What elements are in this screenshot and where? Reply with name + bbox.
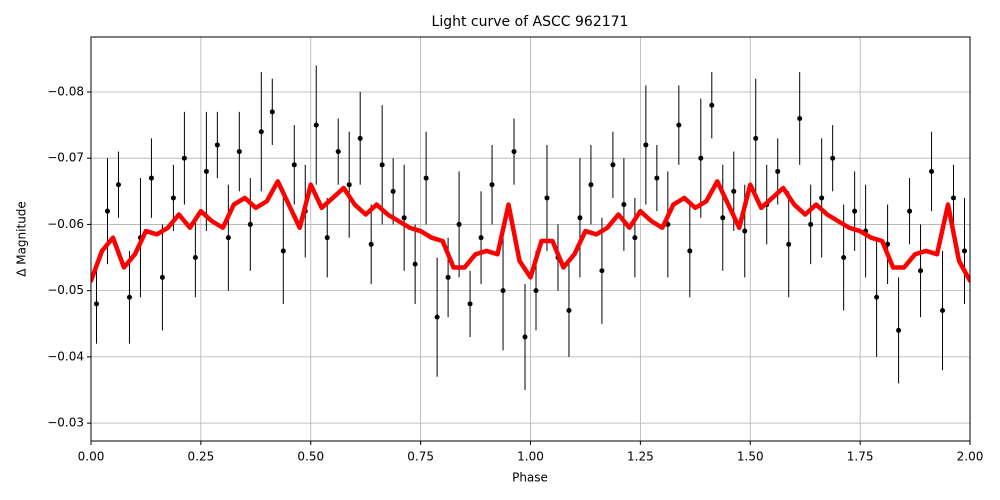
data-point	[577, 215, 583, 221]
y-tick-label: −0.07	[47, 151, 84, 165]
data-point	[269, 109, 275, 115]
data-point	[467, 301, 473, 307]
y-tick-label: −0.05	[47, 283, 84, 297]
data-point	[951, 195, 957, 201]
data-point	[610, 162, 616, 168]
data-point	[148, 175, 154, 181]
data-point	[797, 115, 803, 121]
data-point	[390, 188, 396, 194]
y-tick-label: −0.08	[47, 84, 84, 98]
data-point	[929, 168, 935, 174]
x-axis-label: Phase	[512, 471, 548, 485]
data-point	[324, 235, 330, 241]
data-point	[313, 122, 319, 128]
data-point	[654, 175, 660, 181]
data-point	[566, 308, 572, 314]
data-point	[599, 268, 605, 274]
data-point	[731, 188, 737, 194]
data-point	[687, 248, 693, 254]
data-point	[93, 301, 99, 307]
data-point	[379, 162, 385, 168]
data-point	[115, 182, 121, 188]
x-tick-label: 0.00	[78, 450, 105, 464]
data-point	[291, 162, 297, 168]
ticks: 0.00 0.25 0.50 0.75 1.00 1.25 1.50 1.75 2.00 −0.0…	[47, 84, 983, 463]
data-point	[621, 202, 627, 208]
plot-area	[91, 65, 970, 391]
data-point	[203, 168, 209, 174]
data-point	[753, 135, 759, 141]
data-point	[126, 294, 132, 300]
data-point	[434, 314, 440, 320]
data-point	[478, 235, 484, 241]
x-tick-label: 1.00	[517, 450, 544, 464]
x-tick-label: 0.25	[188, 450, 215, 464]
data-point	[852, 208, 858, 214]
data-point	[192, 255, 198, 261]
data-point	[709, 102, 715, 108]
smoothed-line	[91, 179, 970, 283]
data-point	[632, 235, 638, 241]
data-point	[775, 168, 781, 174]
data-point	[500, 288, 506, 294]
x-tick-label: 0.75	[407, 450, 434, 464]
data-point	[544, 195, 550, 201]
data-point	[368, 241, 374, 247]
data-point	[181, 155, 187, 161]
data-point	[170, 195, 176, 201]
data-point	[786, 241, 792, 247]
data-point	[423, 175, 429, 181]
data-point	[742, 228, 748, 234]
data-point	[522, 334, 528, 340]
data-point	[808, 221, 814, 227]
data-point	[401, 215, 407, 221]
data-point	[225, 235, 231, 241]
data-point	[874, 294, 880, 300]
data-point	[489, 182, 495, 188]
data-point	[247, 221, 253, 227]
data-point	[841, 255, 847, 261]
data-point	[830, 155, 836, 161]
data-point	[258, 129, 264, 135]
x-tick-label: 0.50	[297, 450, 324, 464]
data-point	[104, 208, 110, 214]
data-point	[588, 182, 594, 188]
data-point	[412, 261, 418, 267]
data-point	[159, 274, 165, 280]
data-point	[533, 288, 539, 294]
data-point	[896, 327, 902, 333]
x-tick-label: 1.75	[847, 450, 874, 464]
data-point	[456, 221, 462, 227]
x-tick-label: 2.00	[957, 450, 984, 464]
data-point	[335, 149, 341, 155]
data-point	[962, 248, 968, 254]
y-tick-label: −0.04	[47, 349, 84, 363]
y-axis-label: Δ Magnitude	[15, 201, 29, 277]
data-point	[445, 274, 451, 280]
data-point	[511, 149, 517, 155]
data-point	[357, 135, 363, 141]
chart-title: Light curve of ASCC 962171	[432, 14, 629, 30]
x-tick-label: 1.50	[737, 450, 764, 464]
data-point	[698, 155, 704, 161]
y-tick-label: −0.03	[47, 416, 84, 430]
data-point	[819, 195, 825, 201]
data-point	[214, 142, 220, 148]
y-tick-label: −0.06	[47, 217, 84, 231]
data-point	[346, 182, 352, 188]
x-tick-label: 1.25	[627, 450, 654, 464]
data-point	[280, 248, 286, 254]
data-point	[676, 122, 682, 128]
data-point	[940, 308, 946, 314]
data-point	[720, 215, 726, 221]
data-point	[643, 142, 649, 148]
data-point	[907, 208, 913, 214]
data-point	[918, 268, 924, 274]
data-point	[236, 149, 242, 155]
